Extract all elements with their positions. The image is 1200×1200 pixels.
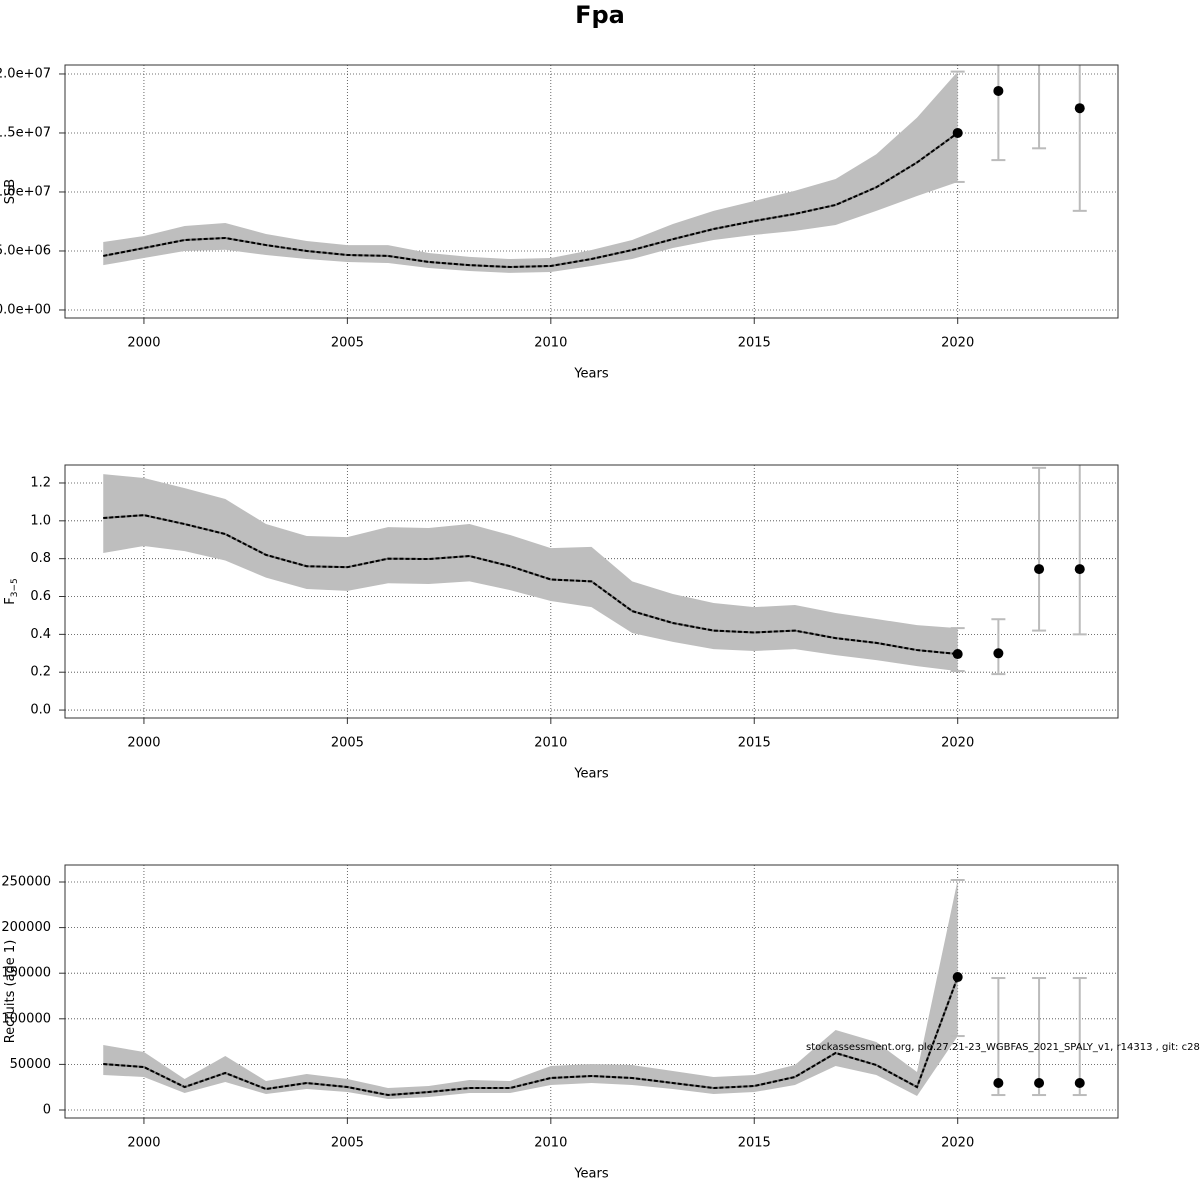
plot-area — [103, 65, 1087, 273]
x-tick-label: 2005 — [331, 1136, 364, 1151]
y-tick-label: 2.0e+07 — [0, 66, 51, 81]
x-tick-label: 2000 — [127, 1136, 160, 1151]
y-axis-label-main: F — [3, 597, 18, 604]
chart-title: Fpa — [575, 1, 625, 29]
y-tick-label: 5.0e+06 — [0, 243, 51, 258]
point — [1034, 1078, 1045, 1089]
y-tick-label: 0.0 — [30, 703, 51, 718]
annotation: stockassessment.org, ple.27.21-23_WGBFAS… — [806, 1042, 1200, 1053]
y-axis-label-main: SSB — [3, 179, 18, 204]
y-tick-label: 0.0e+00 — [0, 302, 51, 317]
confidence-band — [103, 879, 958, 1099]
point — [952, 972, 963, 983]
point — [952, 127, 963, 138]
point — [993, 648, 1004, 659]
x-axis-label: Years — [573, 1167, 609, 1182]
x-tick-label: 2005 — [331, 736, 364, 751]
y-tick-label: 250000 — [1, 874, 51, 889]
point — [1074, 103, 1085, 114]
y-tick-label: 150000 — [1, 966, 51, 981]
plot-frame — [64, 864, 1119, 1119]
x-tick-label: 2020 — [941, 336, 974, 351]
point — [1074, 1078, 1085, 1089]
point — [952, 649, 963, 660]
y-tick-label: 1.2 — [30, 475, 51, 490]
y-tick-label: 0.8 — [30, 551, 51, 566]
plot-frame — [64, 464, 1119, 719]
x-tick-label: 2020 — [941, 1136, 974, 1151]
y-axis-label: F3−5 — [3, 578, 20, 604]
confidence-band — [103, 71, 958, 273]
x-tick-label: 2015 — [738, 336, 771, 351]
y-tick-label: 0 — [43, 1102, 51, 1117]
y-axis-label: SSB — [3, 179, 18, 204]
estimate-line-dash — [103, 976, 959, 1097]
x-tick-label: 2010 — [534, 736, 567, 751]
y-tick-label: 1.5e+07 — [0, 125, 51, 140]
y-axis-label: Recruits (age 1) — [3, 940, 18, 1044]
y-tick-label: 0.4 — [30, 627, 51, 642]
estimate-line-dash — [103, 514, 958, 656]
y-tick-label: 1.0 — [30, 513, 51, 528]
point — [993, 1078, 1004, 1089]
x-axis-label: Years — [573, 367, 609, 382]
plot-area — [103, 465, 1087, 676]
y-tick-label: 1.0e+07 — [0, 184, 51, 199]
point — [993, 85, 1004, 96]
y-tick-label: 200000 — [1, 920, 51, 935]
x-tick-label: 2015 — [738, 1136, 771, 1151]
plot-area — [103, 878, 1087, 1099]
y-tick-label: 100000 — [1, 1011, 51, 1026]
x-tick-label: 2015 — [738, 736, 771, 751]
point — [1034, 564, 1045, 575]
y-tick-label: 50000 — [10, 1057, 51, 1072]
x-tick-label: 2020 — [941, 736, 974, 751]
x-tick-label: 2010 — [534, 336, 567, 351]
x-axis-label: Years — [573, 767, 609, 782]
y-tick-label: 0.6 — [30, 589, 51, 604]
x-tick-label: 2005 — [331, 336, 364, 351]
x-tick-label: 2000 — [127, 736, 160, 751]
point — [1074, 564, 1085, 575]
estimate-line-dash — [103, 132, 959, 269]
y-tick-label: 0.2 — [30, 665, 51, 680]
y-axis-label-sub: 3−5 — [10, 578, 20, 597]
x-tick-label: 2000 — [127, 336, 160, 351]
plot-frame — [64, 64, 1119, 319]
x-tick-label: 2010 — [534, 1136, 567, 1151]
y-axis-label-main: Recruits (age 1) — [3, 940, 18, 1044]
